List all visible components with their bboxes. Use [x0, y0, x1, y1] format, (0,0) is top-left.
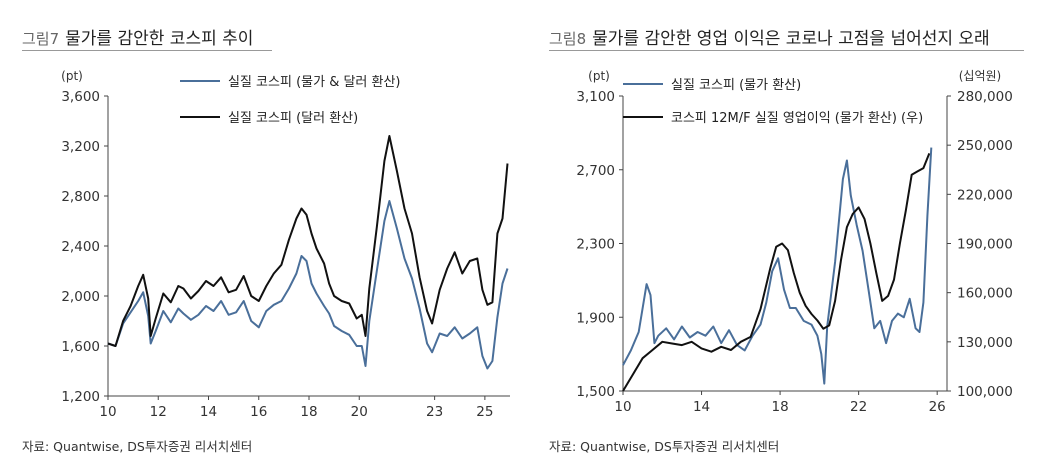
- y-tick-label: 3,100: [576, 89, 615, 105]
- y-tick-label: 1,200: [61, 389, 100, 405]
- y-tick-label: 2,400: [61, 239, 100, 255]
- figure-title-text: 물가를 감안한 영업 이익은 코로나 고점을 넘어선지 오래: [592, 29, 990, 49]
- y2-tick-label: 250,000: [957, 138, 1013, 154]
- y2-tick-label: 160,000: [957, 286, 1013, 302]
- source-note: 자료: Quantwise, DS투자증권 리서치센터: [22, 439, 253, 454]
- y2-tick-label: 220,000: [957, 187, 1013, 203]
- y-tick-label: 3,200: [61, 139, 100, 155]
- legend-label-1: 실질 코스피 (물가 환산): [671, 78, 801, 93]
- figure-title-text: 물가를 감안한 코스피 추이: [65, 29, 254, 49]
- y-tick-label: 1,500: [576, 384, 615, 400]
- y-tick-label: 1,600: [61, 339, 100, 355]
- series-line-1: [107, 200, 509, 370]
- x-tick-label: 25: [476, 404, 493, 420]
- x-tick-label: 10: [99, 404, 116, 420]
- y-axis-unit: (pt): [61, 69, 83, 83]
- y-tick-label: 2,800: [61, 189, 100, 205]
- series-line-2: [107, 135, 509, 347]
- y-tick-label: 3,600: [61, 89, 100, 105]
- y-axis-unit: (pt): [588, 69, 610, 83]
- figure-number: 그림7: [22, 30, 60, 48]
- x-tick-label: 22: [850, 399, 867, 415]
- x-tick-label: 14: [200, 404, 217, 420]
- y-tick-label: 2,300: [576, 237, 615, 253]
- title-underline: [549, 50, 1024, 51]
- x-tick-label: 18: [300, 404, 317, 420]
- legend-label-1: 실질 코스피 (물가 & 달러 환산): [228, 75, 401, 90]
- y2-tick-label: 100,000: [957, 384, 1013, 400]
- line-chart: (pt) 1,200 1,600 2,000 2,400 2,800 3,200 3,600 1…: [61, 69, 510, 420]
- series-line-1: [622, 147, 933, 385]
- legend-label-2: 실질 코스피 (달러 환산): [228, 111, 358, 126]
- figure-number: 그림8: [549, 30, 587, 48]
- y-tick-label: 2,000: [61, 289, 100, 305]
- chart-panel-kospi-real: 그림7 물가를 감안한 코스피 추이 (pt) 1,200 1,600 2,000 2,4…: [0, 0, 527, 466]
- y2-axis-unit: (십억원): [959, 69, 1001, 83]
- legend-label-2: 코스피 12M/F 실질 영업이익 (물가 환산) (우): [671, 111, 923, 126]
- x-tick-label: 23: [426, 404, 443, 420]
- x-tick-label: 14: [693, 399, 710, 415]
- y-tick-label: 2,700: [576, 163, 615, 179]
- x-tick-label: 16: [250, 404, 267, 420]
- source-note: 자료: Quantwise, DS투자증권 리서치센터: [549, 439, 780, 454]
- x-tick-label: 26: [929, 399, 946, 415]
- y2-tick-label: 190,000: [957, 237, 1013, 253]
- x-tick-label: 10: [614, 399, 631, 415]
- line-chart: (pt) (십억원) 1,500 1,900 2,300 2,700 3,100 100,00…: [576, 69, 1013, 415]
- x-tick-label: 12: [150, 404, 167, 420]
- y2-tick-label: 130,000: [957, 335, 1013, 351]
- figure-title: 그림7 물가를 감안한 코스피 추이: [22, 24, 253, 49]
- title-underline: [22, 50, 272, 51]
- figure-title: 그림8 물가를 감안한 영업 이익은 코로나 고점을 넘어선지 오래: [549, 24, 990, 49]
- series-line-2: [622, 153, 931, 392]
- y2-tick-label: 280,000: [957, 89, 1013, 105]
- y-tick-label: 1,900: [576, 310, 615, 326]
- chart-panel-operating-profit: 그림8 물가를 감안한 영업 이익은 코로나 고점을 넘어선지 오래 (pt) (십…: [527, 0, 1055, 466]
- x-tick-label: 18: [771, 399, 788, 415]
- x-tick-label: 20: [351, 404, 368, 420]
